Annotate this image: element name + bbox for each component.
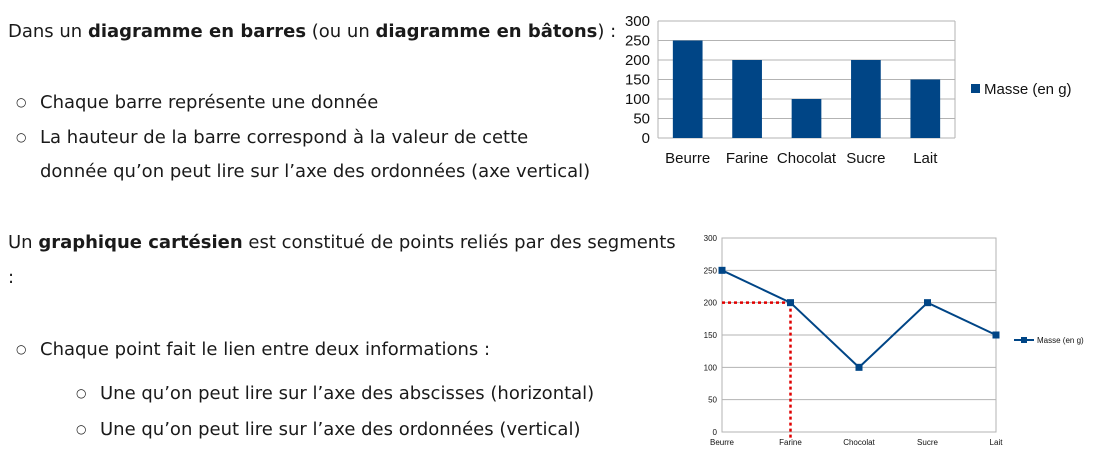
data-point bbox=[924, 299, 931, 307]
term-stick-chart: diagramme en bâtons bbox=[375, 21, 598, 42]
x-tick-label: Beurre bbox=[710, 438, 735, 447]
bullet-circle-icon: ○ bbox=[76, 386, 87, 400]
y-tick-label: 300 bbox=[704, 234, 718, 243]
y-tick-label: 50 bbox=[708, 396, 717, 405]
x-tick-label: Chocolat bbox=[843, 438, 875, 447]
x-tick-label: Lait bbox=[990, 438, 1004, 447]
data-point bbox=[787, 299, 794, 307]
y-tick-label: 250 bbox=[704, 266, 718, 275]
line-chart-intro: Un graphique cartésien est constitué de … bbox=[8, 232, 676, 253]
y-tick-label: 150 bbox=[625, 72, 650, 89]
y-tick-label: 250 bbox=[625, 33, 650, 50]
term-cartesian-graph: graphique cartésien bbox=[38, 232, 243, 253]
intro-mid: (ou un bbox=[306, 21, 376, 42]
data-point bbox=[718, 266, 726, 274]
sub-list-item: ○ Une qu’on peut lire sur l’axe des ordon… bbox=[76, 419, 581, 440]
x-tick-label: Chocolat bbox=[777, 150, 837, 167]
x-tick-label: Lait bbox=[913, 150, 938, 167]
bullet-circle-icon: ○ bbox=[16, 130, 27, 144]
legend-swatch bbox=[971, 84, 980, 93]
y-tick-label: 300 bbox=[625, 13, 650, 30]
y-tick-label: 150 bbox=[704, 331, 718, 340]
x-tick-label: Sucre bbox=[917, 438, 938, 447]
bar bbox=[791, 99, 822, 138]
data-point bbox=[855, 363, 863, 371]
bullet-circle-icon: ○ bbox=[16, 342, 27, 356]
y-tick-label: 0 bbox=[713, 428, 718, 437]
bar-chart-intro: Dans un diagramme en barres (ou un diagr… bbox=[8, 20, 616, 44]
legend-label: Masse (en g) bbox=[1037, 336, 1084, 345]
list-item: ○ Chaque barre représente une donnée bbox=[16, 92, 379, 113]
intro-suffix: ) : bbox=[597, 21, 617, 42]
list-item-continuation: donnée qu’on peut lire sur l’axe des ord… bbox=[40, 161, 591, 182]
bar bbox=[732, 60, 762, 138]
x-tick-label: Farine bbox=[726, 150, 769, 167]
sub-list-item: ○ Une qu’on peut lire sur l’axe des absci… bbox=[76, 383, 595, 404]
series-line bbox=[721, 269, 997, 369]
y-tick-label: 50 bbox=[633, 111, 650, 128]
bullet-circle-icon: ○ bbox=[76, 422, 87, 436]
legend-label: Masse (en g) bbox=[984, 81, 1072, 98]
legend-marker bbox=[1021, 337, 1027, 343]
list-item: ○ La hauteur de la barre correspond à la … bbox=[16, 127, 529, 148]
bar bbox=[672, 40, 703, 138]
data-point bbox=[992, 331, 1000, 339]
y-tick-label: 0 bbox=[642, 130, 650, 147]
intro-prefix: Dans un bbox=[8, 21, 88, 42]
y-tick-label: 200 bbox=[625, 52, 650, 69]
term-bar-chart: diagramme en barres bbox=[87, 21, 307, 42]
bullet-circle-icon: ○ bbox=[16, 95, 27, 109]
y-tick-label: 100 bbox=[625, 91, 650, 108]
x-tick-label: Sucre bbox=[846, 150, 885, 167]
y-tick-label: 100 bbox=[704, 363, 718, 372]
y-tick-label: 200 bbox=[704, 299, 718, 308]
x-tick-label: Farine bbox=[779, 438, 802, 447]
list-item: ○ Chaque point fait le lien entre deux in… bbox=[16, 339, 491, 360]
line-chart-intro-colon: : bbox=[8, 267, 15, 288]
bar bbox=[851, 60, 881, 138]
x-tick-label: Beurre bbox=[665, 150, 710, 167]
bar bbox=[910, 79, 941, 138]
